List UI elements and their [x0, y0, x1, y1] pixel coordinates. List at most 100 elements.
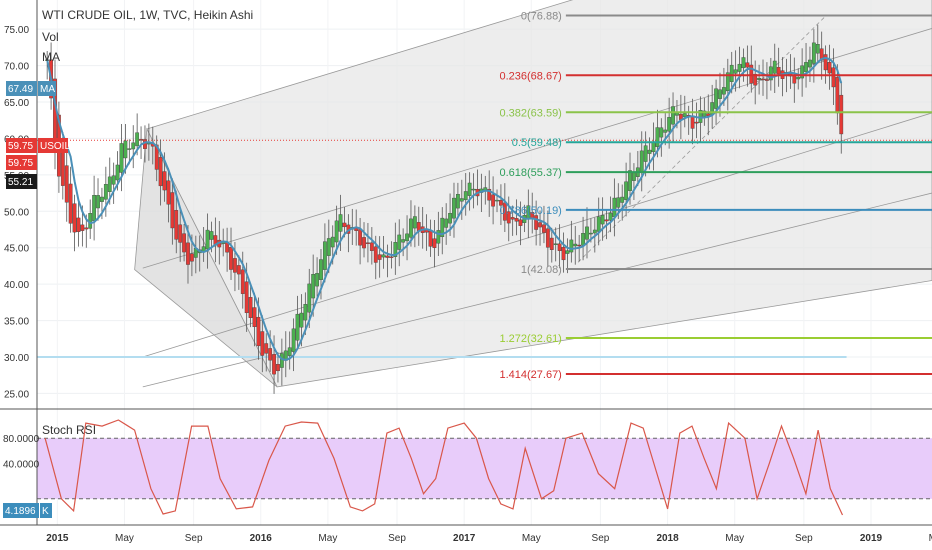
candle-body — [170, 192, 175, 229]
candle-body — [592, 229, 597, 234]
candle-body — [287, 347, 292, 356]
y-tick-label: 70.00 — [4, 62, 29, 73]
candle-body — [796, 76, 801, 80]
fib-label: 0.786(50.19) — [499, 205, 561, 217]
candle-body — [557, 243, 562, 251]
candle-body — [639, 150, 644, 173]
svg-text:4.1896: 4.1896 — [5, 506, 36, 517]
svg-text:USOIL: USOIL — [40, 141, 70, 152]
candles — [45, 24, 844, 394]
candle-body — [397, 234, 402, 250]
candle-body — [233, 258, 237, 273]
candle-body — [588, 232, 593, 235]
candle-body — [182, 233, 186, 253]
svg-text:55.21: 55.21 — [8, 177, 33, 188]
candle-body — [823, 54, 828, 71]
stoch-rsi-pane[interactable] — [37, 419, 932, 516]
x-tick-label: May — [318, 533, 337, 544]
x-tick-label: Sep — [592, 533, 610, 544]
candle-body — [205, 229, 210, 250]
candle-body — [76, 217, 81, 233]
candle-body — [463, 191, 468, 201]
candle-body — [839, 94, 844, 135]
candle-body — [737, 63, 742, 72]
candle-body — [96, 195, 100, 209]
y-tick-label: 65.00 — [4, 98, 29, 109]
candle-body — [835, 77, 840, 114]
candle-body — [753, 73, 758, 86]
candle-body — [659, 127, 664, 138]
ma-price-badge: 67.49 MA — [6, 81, 56, 96]
candle-body — [561, 247, 566, 261]
candle-body — [178, 224, 183, 243]
candle-body — [538, 222, 542, 228]
y-tick-label: 45.00 — [4, 244, 29, 255]
candle-body — [647, 149, 652, 154]
candle-body — [342, 222, 347, 228]
stoch-axis-ticks: 80.0000 40.0000 — [3, 434, 40, 470]
candle-body — [236, 265, 241, 275]
candle-body — [518, 219, 523, 226]
candle-body — [103, 184, 108, 200]
y-tick-label: 50.00 — [4, 207, 29, 218]
candle-body — [749, 64, 754, 84]
stoch-tick-label: 40.0000 — [3, 459, 40, 470]
candle-body — [510, 217, 515, 220]
candle-body — [100, 196, 104, 202]
crosshair-price-badge: 55.21 — [6, 174, 37, 189]
candle-body — [671, 106, 675, 125]
candle-body — [655, 127, 660, 147]
svg-text:59.75: 59.75 — [8, 141, 33, 152]
candle-body — [682, 113, 687, 118]
candle-body — [115, 164, 120, 181]
candle-body — [428, 230, 433, 247]
candle-body — [632, 172, 636, 181]
candle-body — [768, 66, 773, 81]
candle-body — [800, 65, 805, 79]
x-tick-label: 2016 — [250, 533, 273, 544]
usoil-price-badge: 59.75 USOIL — [6, 138, 70, 153]
stoch-value-badge: 4.1896 K — [3, 503, 52, 518]
candle-body — [514, 218, 519, 222]
chart-title: WTI CRUDE OIL, 1W, TVC, Heikin Ashi — [42, 8, 253, 22]
candle-body — [819, 48, 824, 61]
candle-body — [573, 243, 578, 247]
candle-body — [268, 348, 273, 361]
candle-body — [499, 200, 503, 206]
candle-body — [721, 87, 726, 95]
candle-body — [698, 110, 703, 123]
candle-body — [757, 77, 762, 80]
candle-body — [92, 195, 97, 222]
candle-body — [581, 233, 585, 246]
candle-body — [444, 218, 449, 228]
candle-body — [385, 255, 390, 258]
candle-body — [761, 78, 765, 81]
candle-body — [628, 170, 632, 191]
svg-text:MA: MA — [40, 84, 55, 95]
candle-body — [158, 156, 163, 187]
candle-body — [272, 354, 276, 375]
candle-body — [373, 246, 378, 263]
vol-label: Vol — [42, 30, 59, 44]
candle-body — [412, 216, 417, 229]
candle-body — [612, 197, 617, 217]
candle-body — [393, 242, 398, 257]
candle-body — [436, 230, 441, 244]
candle-body — [381, 254, 386, 258]
candle-body — [315, 273, 319, 287]
candle-body — [690, 115, 695, 129]
candle-body — [741, 57, 746, 69]
candle-body — [186, 242, 190, 265]
candle-body — [401, 239, 406, 243]
candle-body — [456, 194, 460, 209]
candle-body — [624, 181, 629, 200]
candle-body — [84, 227, 89, 230]
svg-text:59.75: 59.75 — [8, 158, 33, 169]
horizontal-lines — [37, 139, 932, 358]
x-tick-label: 2017 — [453, 533, 476, 544]
candle-body — [119, 143, 124, 173]
fib-label: 0.5(59.48) — [512, 137, 562, 149]
candle-body — [718, 89, 722, 99]
stoch-tick-label: 80.0000 — [3, 434, 40, 445]
candle-body — [506, 211, 511, 224]
